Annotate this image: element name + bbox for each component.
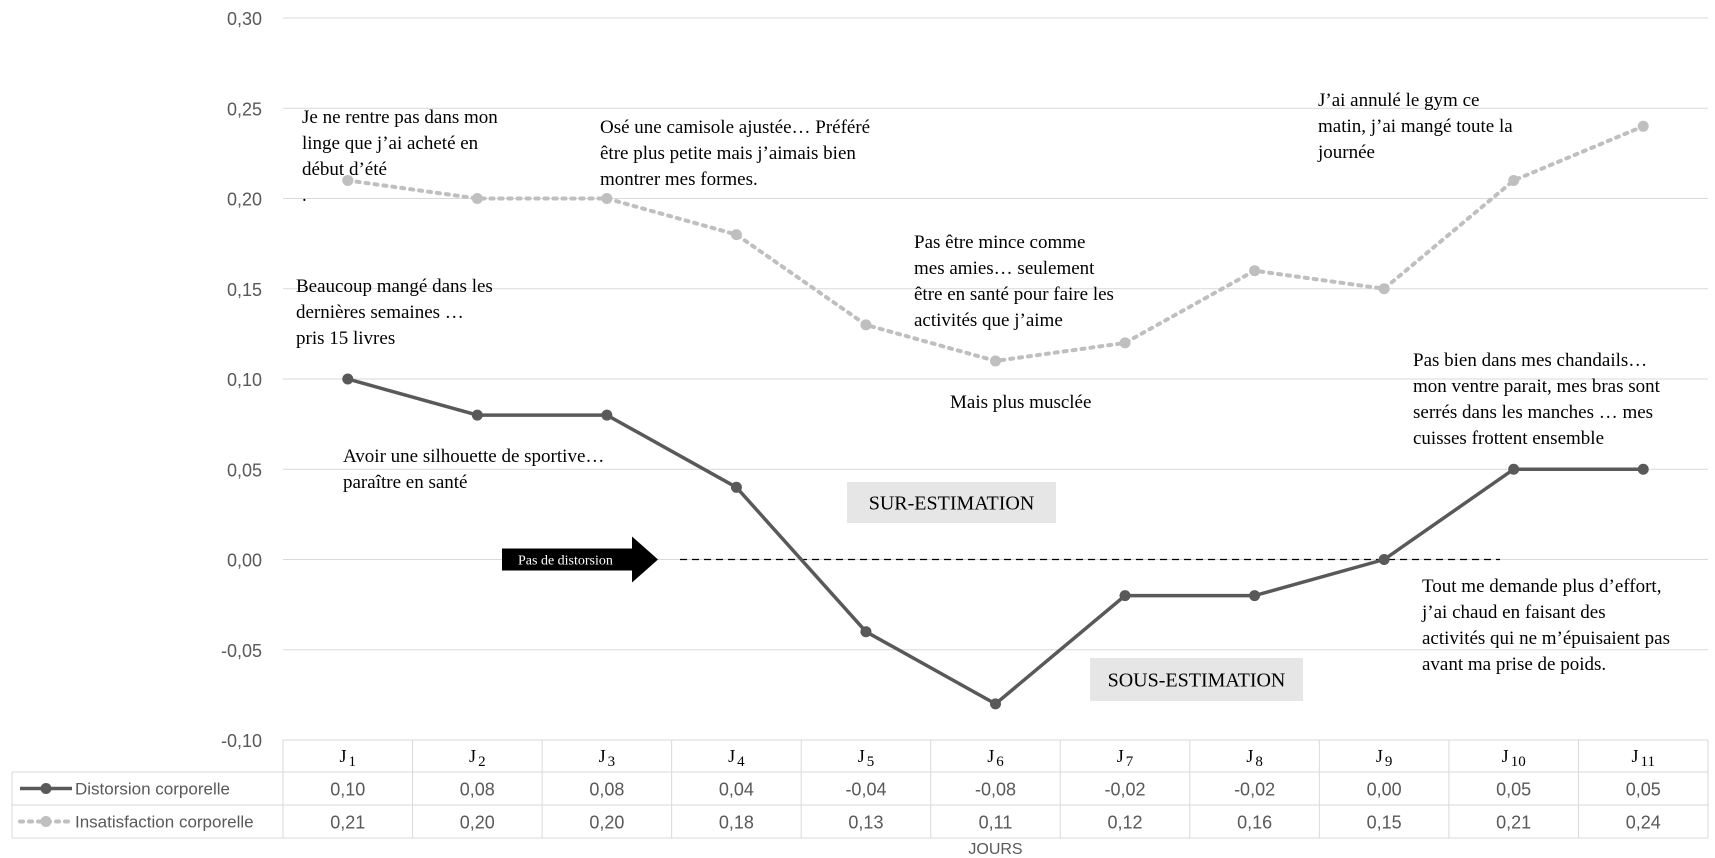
data-point — [990, 698, 1001, 710]
annotation-j10-mid: Pas bien dans mes chandails… mon ventre p… — [1413, 350, 1661, 449]
no-distortion-arrow: Pas de distorsion — [502, 536, 658, 583]
y-axis: -0,10 -0,05 0,00 0,05 0,10 0,15 0,20 0,25 0,30 — [221, 9, 262, 751]
table-value: -0,02 — [1105, 780, 1146, 800]
data-point — [1508, 463, 1520, 475]
data-point — [1508, 174, 1520, 186]
region-label-box — [847, 482, 1056, 523]
legend-marker — [40, 783, 52, 794]
table-value: 0,05 — [1496, 780, 1531, 800]
table-value: -0,04 — [845, 780, 886, 800]
y-tick-label: 0,15 — [227, 280, 262, 300]
data-point — [471, 409, 483, 421]
data-point — [1637, 120, 1649, 132]
table-value: 0,18 — [719, 813, 754, 833]
annotation-j1-top: Je ne rentre pas dans mon linge que j’ai … — [302, 107, 498, 206]
annotation-j1-mid: Beaucoup mangé dans les dernières semaine… — [296, 276, 493, 349]
annotation-j2-low: Avoir une silhouette de sportive… paraîtr… — [343, 446, 604, 493]
legend-label: Insatisfaction corporelle — [75, 813, 254, 832]
data-point — [1378, 554, 1390, 565]
data-table: J 1 J 2 J 3 J 4 J 5 J 6 J 7 J 8 J 9 J 10 J 11 Distorsion corpo… — [11, 739, 1709, 839]
data-point — [730, 481, 742, 493]
arrow-shape — [502, 536, 658, 583]
annotation-j6-low: Mais plus musclée — [950, 392, 1091, 413]
data-point — [1119, 337, 1131, 349]
annotation-j6-mid: Pas être mince comme mes amies… seulement… — [914, 232, 1114, 331]
data-point — [601, 193, 613, 204]
data-point — [1378, 283, 1390, 295]
data-point — [1249, 590, 1261, 602]
y-tick-label: 0,00 — [227, 551, 262, 571]
y-tick-label: 0,20 — [227, 190, 262, 210]
x-tick-label: J 11 — [1631, 746, 1654, 770]
table-value: 0,16 — [1237, 813, 1272, 833]
annotation-j10-bottom: Tout me demande plus d’effort, j’ai chaud… — [1421, 576, 1670, 675]
x-axis-label: JOURS — [968, 841, 1022, 858]
table-value: -0,02 — [1234, 780, 1275, 800]
y-tick-label: -0,05 — [221, 641, 262, 661]
annotation-j10-top: J’ai annulé le gym ce matin, j’ai mangé t… — [1317, 90, 1513, 163]
y-tick-label: 0,10 — [227, 370, 262, 390]
data-point — [1249, 265, 1261, 277]
data-point — [860, 319, 872, 331]
table-value: -0,08 — [975, 780, 1016, 800]
table-value: 0,08 — [589, 780, 624, 800]
data-point — [601, 409, 613, 421]
region-label-box — [1090, 658, 1303, 701]
legend-marker — [40, 816, 52, 827]
data-point — [342, 174, 354, 186]
data-point — [990, 355, 1001, 367]
table-value: 0,21 — [1496, 813, 1531, 833]
table-value: 0,13 — [848, 813, 883, 833]
table-value: 0,10 — [330, 780, 365, 800]
table-value: 0,15 — [1367, 813, 1402, 833]
data-point — [471, 193, 483, 204]
table-value: 0,24 — [1626, 813, 1661, 833]
no-distortion-label: Pas de distorsion — [518, 554, 613, 569]
data-point — [342, 373, 354, 385]
data-point — [1637, 463, 1649, 475]
table-value: 0,20 — [589, 813, 624, 833]
annotations: Je ne rentre pas dans mon linge que j’ai … — [296, 90, 1670, 675]
data-point — [730, 229, 742, 241]
table-value: 0,20 — [460, 813, 495, 833]
region-labels: SUR-ESTIMATION SOUS-ESTIMATION — [847, 482, 1303, 701]
table-value: 0,05 — [1626, 780, 1661, 800]
legend-label: Distorsion corporelle — [75, 780, 230, 799]
data-point — [1119, 590, 1131, 602]
table-value: 0,12 — [1108, 813, 1143, 833]
annotation-j3-top: Osé une camisole ajustée… Préféré être pl… — [600, 117, 870, 190]
x-tick-label: J 10 — [1502, 746, 1526, 770]
series-lines — [342, 120, 1649, 710]
region-label: SUR-ESTIMATION — [869, 493, 1035, 515]
y-tick-label: -0,10 — [221, 731, 262, 751]
y-tick-label: 0,05 — [227, 460, 262, 480]
table-value: 0,00 — [1367, 780, 1402, 800]
table-value: 0,21 — [330, 813, 365, 833]
y-tick-label: 0,30 — [227, 9, 262, 29]
table-value: 0,08 — [460, 780, 495, 800]
table-value: 0,11 — [979, 813, 1013, 833]
data-point — [860, 626, 872, 638]
region-label: SOUS-ESTIMATION — [1108, 670, 1286, 692]
table-value: 0,04 — [719, 780, 754, 800]
y-tick-label: 0,25 — [227, 99, 262, 119]
